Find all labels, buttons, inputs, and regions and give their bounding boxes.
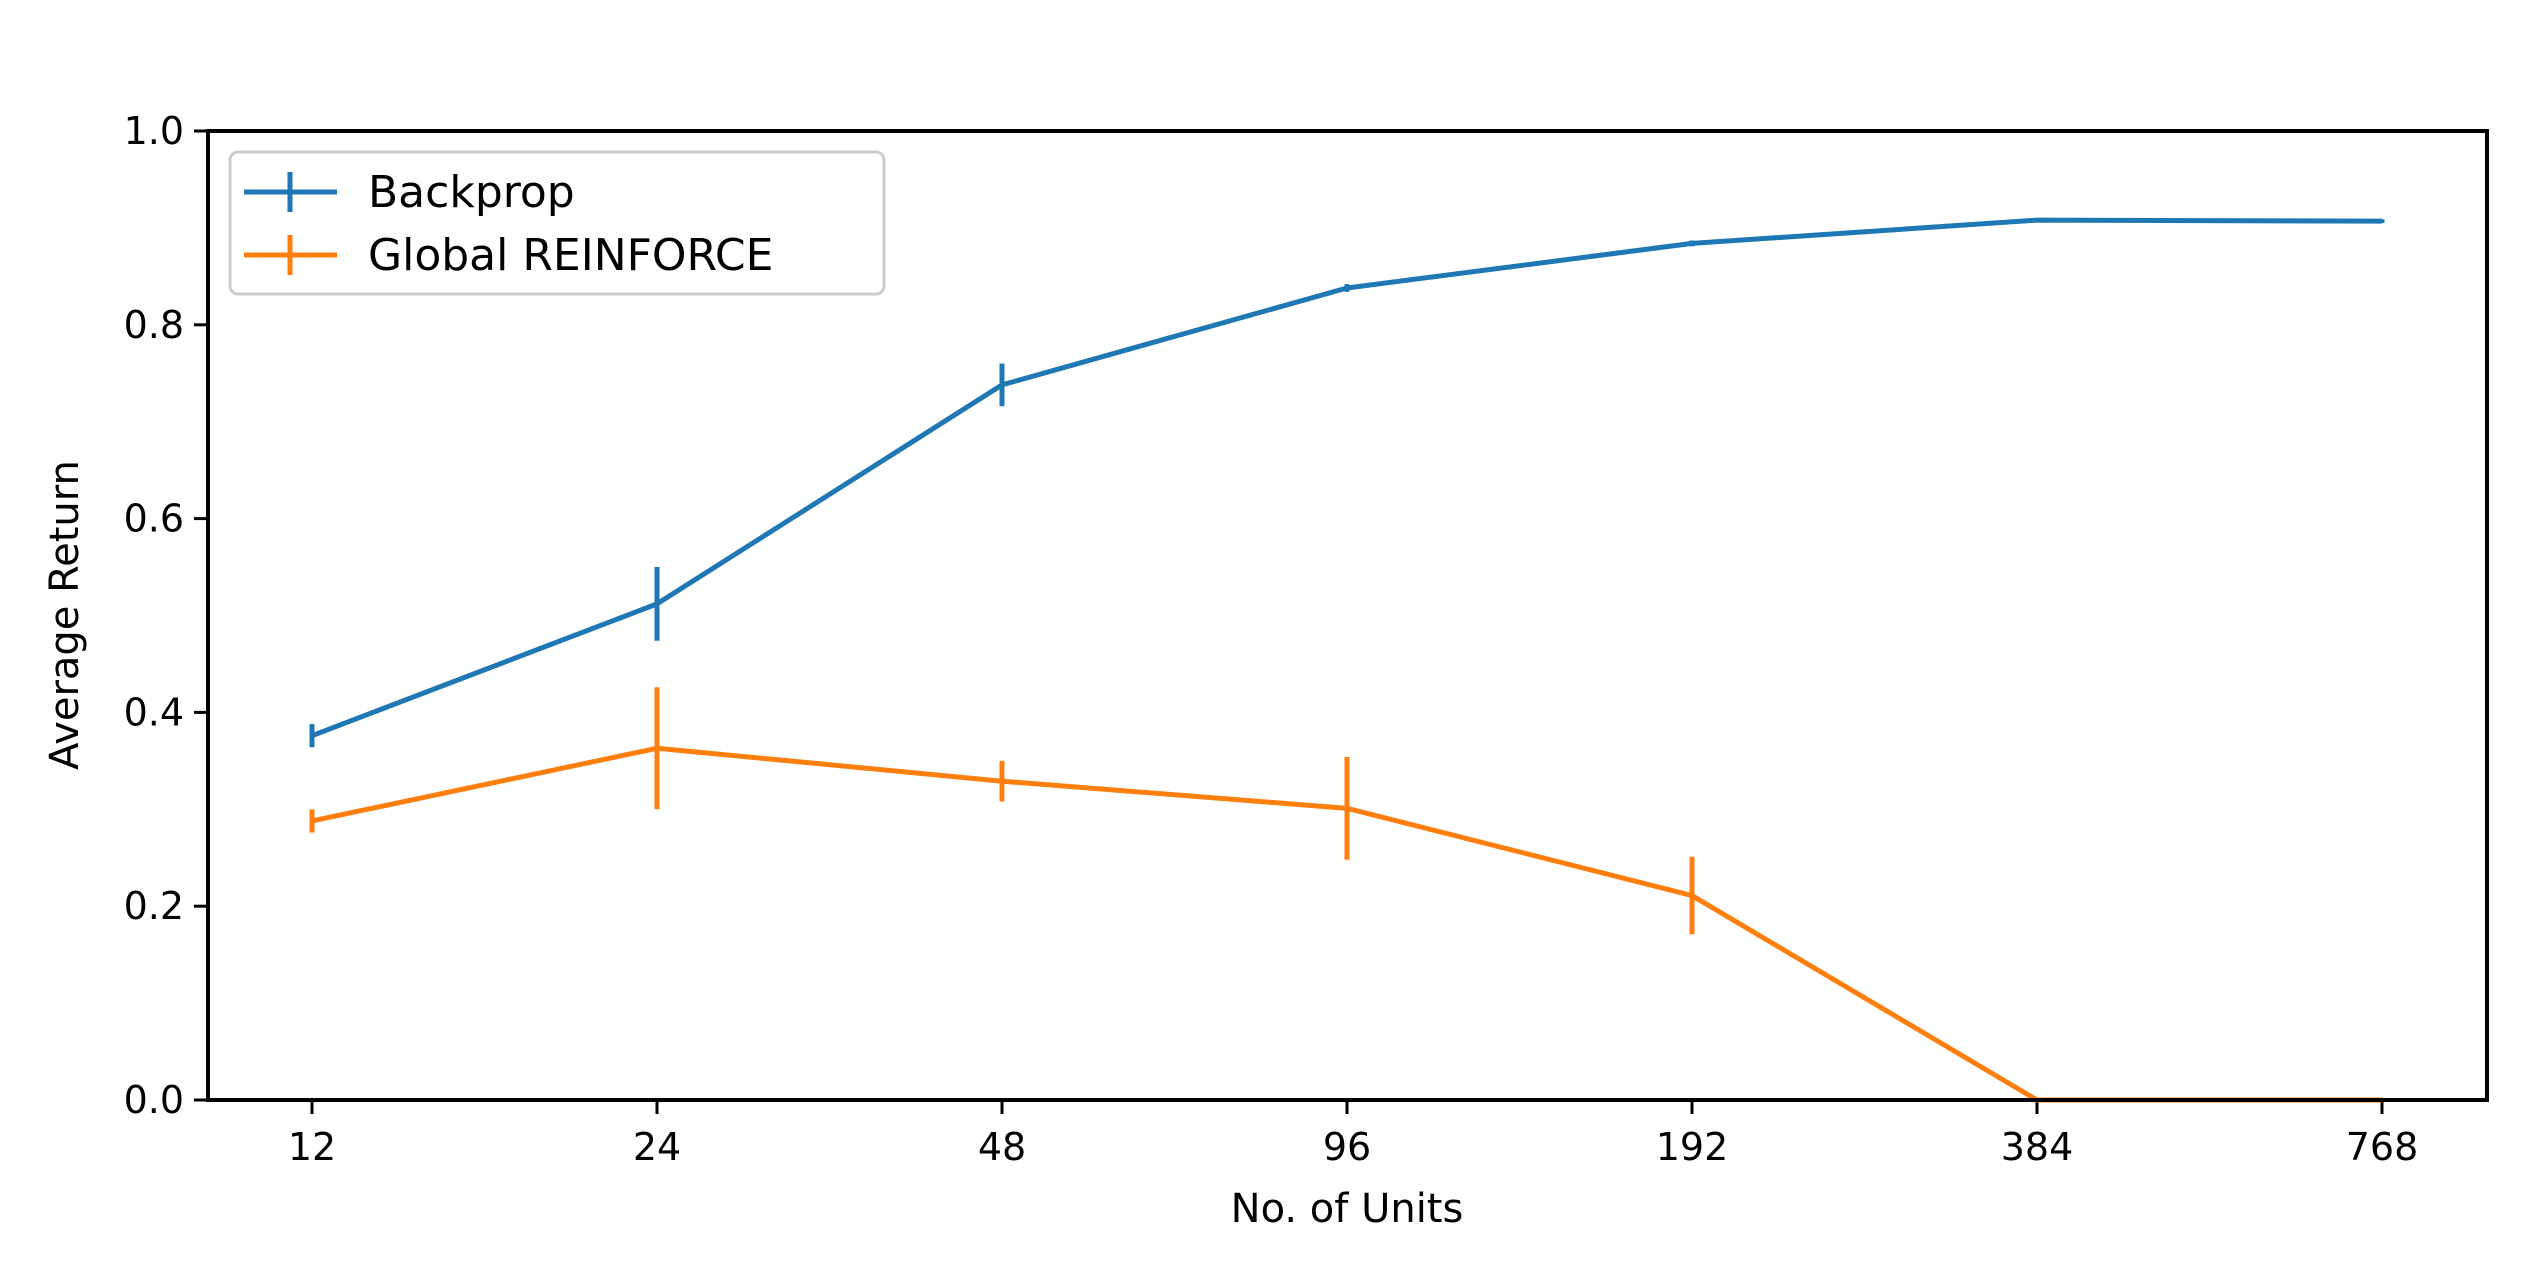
x-axis-title: No. of Units bbox=[1231, 1186, 1464, 1232]
legend-box bbox=[228, 150, 886, 296]
y-tick-label: 1.0 bbox=[124, 109, 184, 153]
y-tick-label: 0.8 bbox=[124, 303, 184, 347]
x-tick-label: 192 bbox=[1656, 1125, 1729, 1169]
x-tick-label: 48 bbox=[978, 1125, 1026, 1169]
x-axis: 12 24 48 96 192 384 768 bbox=[288, 1100, 2418, 1169]
x-tick-label: 768 bbox=[2346, 1125, 2419, 1169]
legend-label-global-reinforce: Global REINFORCE bbox=[368, 230, 773, 281]
x-tick-label: 24 bbox=[633, 1125, 681, 1169]
y-tick-label: 0.2 bbox=[124, 884, 184, 928]
y-tick-label: 0.6 bbox=[124, 497, 184, 541]
x-tick-label: 96 bbox=[1323, 1125, 1371, 1169]
plot-frame bbox=[206, 129, 2489, 1102]
x-tick-label: 12 bbox=[288, 1125, 336, 1169]
y-axis: 0.0 0.2 0.4 0.6 0.8 1.0 bbox=[124, 109, 208, 1122]
y-tick-label: 0.0 bbox=[124, 1078, 184, 1122]
y-axis-title: Average Return bbox=[42, 460, 88, 770]
y-tick-label: 0.4 bbox=[124, 690, 184, 734]
legend-label-backprop: Backprop bbox=[368, 167, 575, 218]
x-tick-label: 384 bbox=[2001, 1125, 2074, 1169]
legend: Backprop Global REINFORCE bbox=[228, 150, 886, 296]
